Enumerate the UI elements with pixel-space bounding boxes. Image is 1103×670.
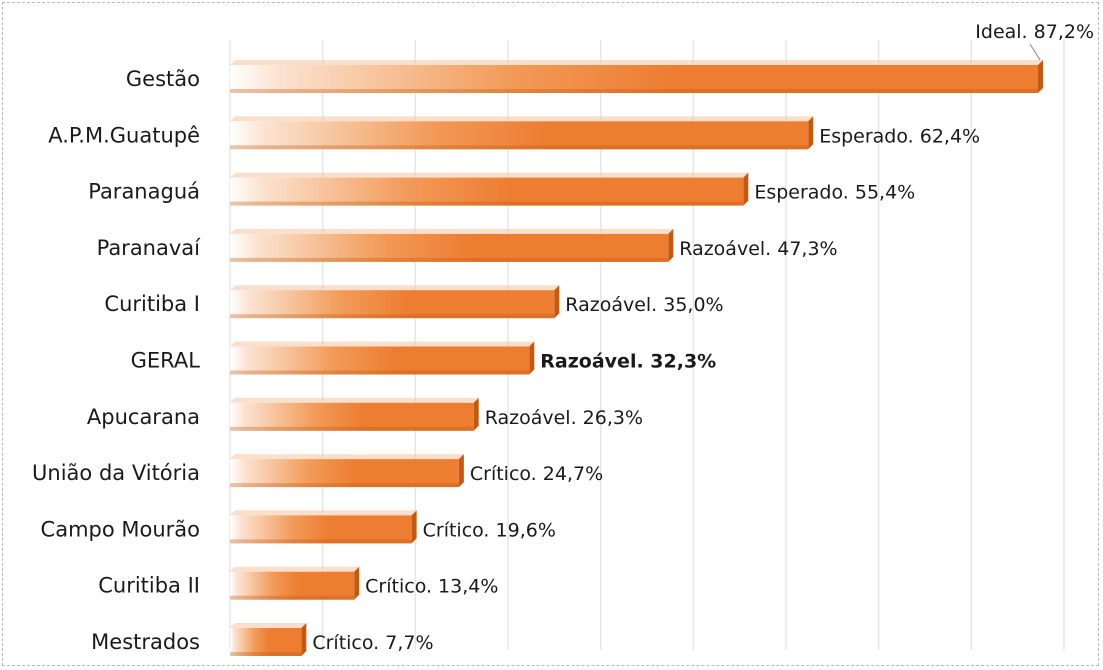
bar-side xyxy=(808,116,814,150)
data-label: Crítico. 19,6% xyxy=(423,519,556,541)
data-label: Ideal. 87,2% xyxy=(975,21,1094,43)
category-label: GERAL xyxy=(131,349,201,373)
bar-top xyxy=(230,116,814,122)
bar xyxy=(230,628,302,656)
bar-shade xyxy=(230,314,555,319)
category-label: Apucarana xyxy=(87,405,200,429)
bar xyxy=(230,121,809,150)
bar xyxy=(230,459,459,488)
category-label: Paranavaí xyxy=(97,236,202,260)
bar-shade xyxy=(230,483,459,488)
bar-top xyxy=(230,454,464,460)
data-label: Crítico. 7,7% xyxy=(312,632,433,654)
category-label: Curitiba II xyxy=(98,574,200,598)
data-label: Razoável. 47,3% xyxy=(679,238,837,260)
data-label: Razoável. 35,0% xyxy=(565,294,723,316)
category-label: Curitiba I xyxy=(104,292,200,316)
bar-side xyxy=(301,623,307,656)
data-label: Razoável. 26,3% xyxy=(485,407,643,429)
bar xyxy=(230,290,555,319)
bar-side xyxy=(354,566,360,600)
bar xyxy=(230,515,412,544)
bar-side xyxy=(743,172,749,206)
bar-shade xyxy=(230,145,809,150)
bar-top xyxy=(230,566,360,572)
category-label: Paranaguá xyxy=(88,180,200,204)
bar-shade xyxy=(230,426,474,431)
bar-top xyxy=(230,623,307,628)
bar-shade xyxy=(230,539,412,544)
category-label: União da Vitória xyxy=(32,461,200,485)
data-label: Crítico. 13,4% xyxy=(365,576,498,598)
data-label: Crítico. 24,7% xyxy=(470,463,603,485)
bar-shade xyxy=(230,595,355,600)
data-label: Esperado. 55,4% xyxy=(754,182,915,204)
bar-top xyxy=(230,228,674,234)
bar xyxy=(230,65,1038,93)
bar-side xyxy=(458,454,464,488)
bar-shade xyxy=(230,370,530,375)
bar xyxy=(230,402,474,431)
bar-side xyxy=(554,285,560,319)
category-label: Campo Mourão xyxy=(41,517,200,541)
bar-top xyxy=(230,397,479,403)
bar xyxy=(230,571,355,600)
category-labels: Gestão A.P.M.Guatupê Paranaguá Paranavaí Cur… xyxy=(32,67,201,654)
bar-top xyxy=(230,60,1043,65)
data-label: Esperado. 62,4% xyxy=(819,125,980,147)
bar-top xyxy=(230,510,417,516)
bar xyxy=(230,233,669,262)
leader-line xyxy=(1029,43,1041,61)
data-labels: Ideal. 87,2% Esperado. 62,4% Esperado. 55,… xyxy=(312,21,1094,654)
category-label: A.P.M.Guatupê xyxy=(48,123,200,147)
category-label: Gestão xyxy=(126,67,200,91)
bar-top xyxy=(230,341,535,347)
bar-top xyxy=(230,172,749,178)
bar-side xyxy=(529,341,535,375)
bar-side xyxy=(668,228,674,262)
bar-side xyxy=(411,510,417,544)
bar-shade xyxy=(230,652,302,656)
bar xyxy=(230,346,530,375)
bar-side xyxy=(473,397,479,431)
bar xyxy=(230,177,744,206)
bar-top xyxy=(230,285,560,291)
bars xyxy=(230,60,1043,656)
bar-shade xyxy=(230,257,669,262)
bar-side xyxy=(1038,60,1043,93)
category-label: Mestrados xyxy=(91,630,200,654)
bar-shade xyxy=(230,89,1038,93)
data-label: Razoável. 32,3% xyxy=(540,351,716,373)
bar-shade xyxy=(230,201,744,206)
